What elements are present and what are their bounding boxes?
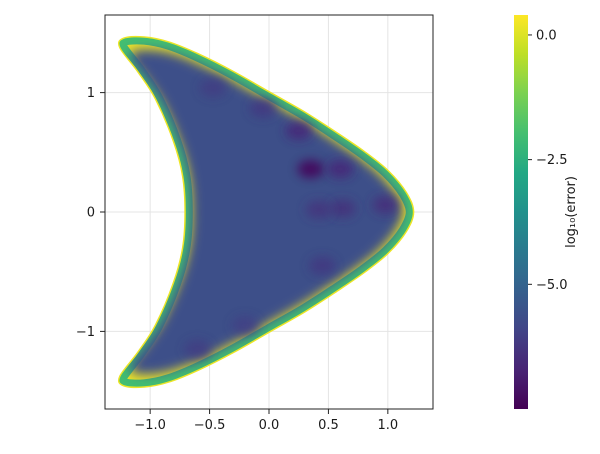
low-error-spot <box>372 195 399 214</box>
low-error-spot <box>297 160 324 179</box>
y-tick-label: 1 <box>87 86 95 101</box>
error-field <box>117 35 415 389</box>
x-tick-label: 0.0 <box>259 418 280 433</box>
interior-fill <box>129 49 403 375</box>
low-error-spot <box>200 78 227 97</box>
x-tick-label: 1.0 <box>377 418 398 433</box>
low-error-spot <box>250 99 277 118</box>
low-error-spot <box>327 160 354 179</box>
low-error-spot <box>184 340 211 359</box>
y-tick-label: 0 <box>87 206 95 221</box>
colorbar-label: log₁₀(error) <box>564 176 579 248</box>
y-tick-label: −1 <box>76 325 95 340</box>
x-tick-label: 0.5 <box>318 418 339 433</box>
low-error-spot <box>309 256 336 275</box>
colorbar-gradient <box>514 15 528 409</box>
colorbar: 0.0 −2.5 −5.0 log₁₀(error) <box>514 15 579 409</box>
low-error-spot <box>232 316 259 335</box>
low-error-spot <box>305 200 332 219</box>
axes: −1.0 −0.5 0.0 0.5 1.0 −1 0 1 <box>76 86 398 433</box>
x-tick-label: −1.0 <box>134 418 166 433</box>
low-error-spot <box>285 121 312 140</box>
low-error-spot <box>329 199 356 218</box>
colorbar-tick-label: 0.0 <box>536 28 557 43</box>
colorbar-ticks: 0.0 −2.5 −5.0 <box>528 28 568 293</box>
colorbar-tick-label: −2.5 <box>536 153 568 168</box>
x-tick-label: −0.5 <box>194 418 226 433</box>
colorbar-tick-label: −5.0 <box>536 278 568 293</box>
